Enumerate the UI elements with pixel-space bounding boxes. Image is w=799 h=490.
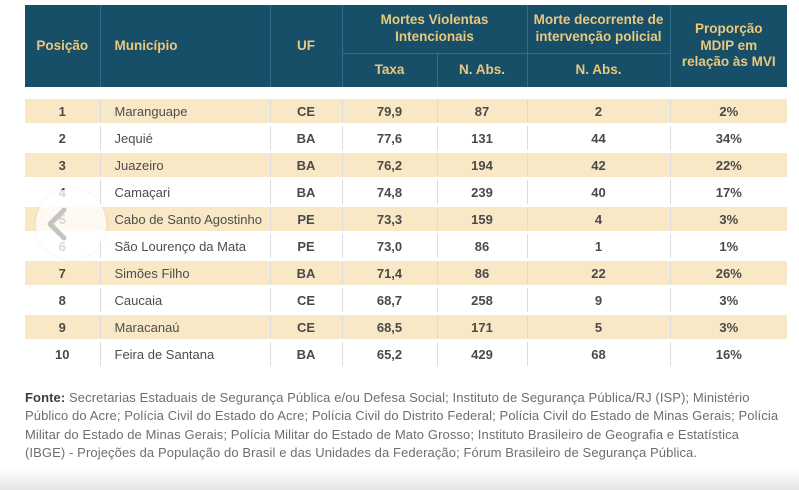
table-row: 3 Juazeiro BA 76,2 194 42 22% — [25, 151, 787, 180]
cell-proporcao: 3% — [670, 286, 787, 315]
col-header-taxa: Taxa — [341, 53, 437, 87]
cell-taxa: 79,9 — [342, 99, 438, 126]
col-header-proporcao: Proporção MDIP em relação às MVI — [669, 5, 787, 87]
cell-taxa: 68,5 — [342, 313, 438, 342]
cell-taxa: 76,2 — [342, 151, 438, 180]
cell-taxa: 65,2 — [342, 340, 438, 369]
source-note-label: Fonte: — [25, 390, 66, 405]
cell-proporcao: 3% — [670, 313, 787, 342]
table-row: 2 Jequié BA 77,6 131 44 34% — [25, 124, 787, 153]
table-row: 5 Cabo de Santo Agostinho PE 73,3 159 4 … — [25, 205, 787, 234]
cell-uf: CE — [270, 99, 343, 126]
col-header-municipio: Município — [99, 5, 270, 87]
cell-proporcao: 16% — [670, 340, 787, 369]
cell-posicao: 3 — [25, 151, 101, 180]
cell-proporcao: 3% — [670, 205, 787, 234]
cell-mdip-n-abs: 4 — [527, 205, 671, 234]
cell-mdip-n-abs: 68 — [527, 340, 671, 369]
cell-taxa: 73,0 — [342, 232, 438, 261]
table-body: 1 Maranguape CE 79,9 87 2 2% 2 Jequié BA… — [25, 99, 787, 369]
cell-proporcao: 22% — [670, 151, 787, 180]
cell-municipio: São Lourenço da Mata — [100, 232, 271, 261]
col-header-posicao: Posição — [25, 5, 100, 87]
cell-taxa: 71,4 — [342, 259, 438, 288]
cell-posicao: 7 — [25, 259, 101, 288]
cell-n-abs: 171 — [437, 313, 528, 342]
cell-posicao: 2 — [25, 124, 101, 153]
cell-uf: BA — [270, 151, 343, 180]
cell-mdip-n-abs: 2 — [527, 99, 671, 126]
ranking-table: Posição Município UF Mortes Violentas In… — [25, 5, 787, 369]
table-row: 7 Simões Filho BA 71,4 86 22 26% — [25, 259, 787, 288]
table-header: Posição Município UF Mortes Violentas In… — [25, 5, 787, 87]
col-header-mdip-group: Morte decorrente de intervenção policial — [526, 5, 670, 54]
cell-uf: BA — [270, 124, 343, 153]
cell-uf: BA — [270, 259, 343, 288]
cell-proporcao: 34% — [670, 124, 787, 153]
table-row: 8 Caucaia CE 68,7 258 9 3% — [25, 286, 787, 315]
chevron-left-icon — [47, 207, 67, 241]
table-body-table: 1 Maranguape CE 79,9 87 2 2% 2 Jequié BA… — [25, 99, 787, 369]
cell-uf: PE — [270, 232, 343, 261]
cell-proporcao: 2% — [670, 99, 787, 126]
table-row: 10 Feira de Santana BA 65,2 429 68 16% — [25, 340, 787, 369]
col-header-mvi-group: Mortes Violentas Intencionais — [341, 5, 527, 54]
cell-municipio: Jequié — [100, 124, 271, 153]
cell-taxa: 74,8 — [342, 178, 438, 207]
cell-taxa: 77,6 — [342, 124, 438, 153]
table-row: 9 Maracanaú CE 68,5 171 5 3% — [25, 313, 787, 342]
col-header-uf: UF — [269, 5, 342, 87]
cell-municipio: Maracanaú — [100, 313, 271, 342]
cell-proporcao: 26% — [670, 259, 787, 288]
carousel-prev-button[interactable] — [36, 189, 106, 259]
cell-mdip-n-abs: 5 — [527, 313, 671, 342]
cell-n-abs: 86 — [437, 259, 528, 288]
cell-n-abs: 239 — [437, 178, 528, 207]
cell-n-abs: 159 — [437, 205, 528, 234]
cell-n-abs: 258 — [437, 286, 528, 315]
cell-mdip-n-abs: 42 — [527, 151, 671, 180]
cell-n-abs: 87 — [437, 99, 528, 126]
cell-mdip-n-abs: 9 — [527, 286, 671, 315]
cell-uf: CE — [270, 313, 343, 342]
source-note: Fonte: Secretarias Estaduais de Seguranç… — [25, 389, 782, 463]
cell-mdip-n-abs: 40 — [527, 178, 671, 207]
cell-uf: PE — [270, 205, 343, 234]
cell-n-abs: 131 — [437, 124, 528, 153]
cell-municipio: Juazeiro — [100, 151, 271, 180]
cell-mdip-n-abs: 1 — [527, 232, 671, 261]
cell-municipio: Maranguape — [100, 99, 271, 126]
table-row: 6 São Lourenço da Mata PE 73,0 86 1 1% — [25, 232, 787, 261]
cell-municipio: Feira de Santana — [100, 340, 271, 369]
cell-posicao: 10 — [25, 340, 101, 369]
cell-n-abs: 194 — [437, 151, 528, 180]
cell-municipio: Cabo de Santo Agostinho — [100, 205, 271, 234]
cell-posicao: 8 — [25, 286, 101, 315]
cell-municipio: Simões Filho — [100, 259, 271, 288]
cell-n-abs: 429 — [437, 340, 528, 369]
cell-mdip-n-abs: 44 — [527, 124, 671, 153]
cell-mdip-n-abs: 22 — [527, 259, 671, 288]
bottom-shade-band — [0, 468, 799, 490]
table-row: 4 Camaçari BA 74,8 239 40 17% — [25, 178, 787, 207]
cell-uf: CE — [270, 286, 343, 315]
cell-proporcao: 1% — [670, 232, 787, 261]
source-note-text: Secretarias Estaduais de Segurança Públi… — [25, 390, 779, 461]
cell-municipio: Caucaia — [100, 286, 271, 315]
cell-posicao: 1 — [25, 99, 101, 126]
cell-municipio: Camaçari — [100, 178, 271, 207]
col-header-mdip-nabs: N. Abs. — [526, 53, 670, 87]
col-header-nabs: N. Abs. — [436, 53, 527, 87]
cell-n-abs: 86 — [437, 232, 528, 261]
cell-proporcao: 17% — [670, 178, 787, 207]
cell-uf: BA — [270, 340, 343, 369]
cell-taxa: 73,3 — [342, 205, 438, 234]
table-row: 1 Maranguape CE 79,9 87 2 2% — [25, 99, 787, 126]
cell-taxa: 68,7 — [342, 286, 438, 315]
cell-posicao: 9 — [25, 313, 101, 342]
cell-uf: BA — [270, 178, 343, 207]
